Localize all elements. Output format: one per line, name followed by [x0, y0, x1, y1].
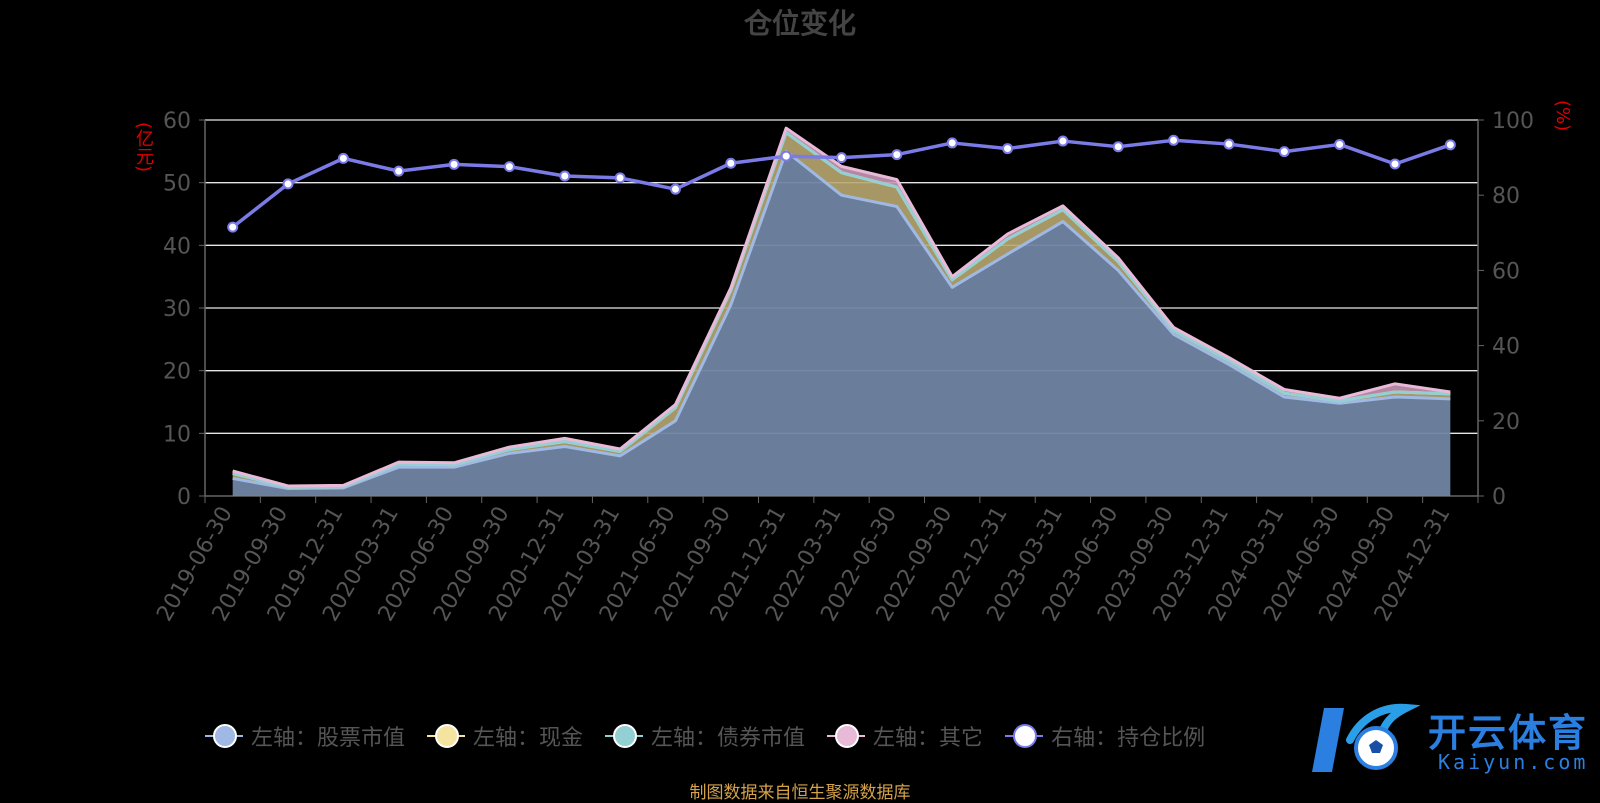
legend-item-cash[interactable]: 左轴：现金: [427, 720, 583, 752]
position-ratio-point: [503, 161, 515, 173]
position-ratio-point: [1444, 139, 1456, 151]
area-1: [232, 151, 1451, 497]
legend-dot-cash: [435, 724, 460, 748]
watermark-text: 开云体育: [1428, 711, 1589, 755]
position-ratio-point: [393, 165, 405, 177]
left-axis-tick-label: 30: [163, 297, 191, 322]
watermark: 开云体育 Kaiyun.com: [1310, 698, 1590, 782]
position-ratio-point: [1223, 138, 1235, 150]
right-axis-tick-label: 80: [1492, 184, 1520, 209]
legend-label-bond: 左轴：债券市值: [651, 726, 806, 751]
area-line-3: [232, 131, 1451, 489]
left-axis-tick-label: 0: [177, 485, 191, 510]
legend-item-bond[interactable]: 左轴：债券市值: [605, 720, 805, 752]
legend-marker-other: [827, 724, 866, 748]
left-axis-tick-label: 50: [163, 172, 191, 197]
area-line-4: [232, 126, 1451, 488]
position-ratio-point: [780, 150, 792, 162]
legend-label-other: 左轴：其它: [873, 726, 984, 751]
position-ratio-point: [669, 183, 681, 195]
legend-marker-position-ratio: [1005, 724, 1044, 748]
legend-item-position-ratio[interactable]: 右轴：持仓比例: [1005, 720, 1205, 752]
legend-dot-bond: [613, 724, 638, 748]
right-axis-unit-label: (%): [1552, 100, 1573, 132]
legend-label-cash: 左轴：现金: [473, 726, 584, 751]
legend-dot-position-ratio: [1013, 724, 1038, 748]
legend-marker-stock: [205, 724, 243, 748]
position-ratio-point: [836, 152, 847, 164]
position-ratio-point: [1389, 158, 1401, 170]
legend-item-stock[interactable]: 左轴：股票市值: [205, 720, 405, 752]
legend-dot-other: [835, 724, 860, 748]
position-ratio-point: [1112, 141, 1124, 153]
position-ratio-point: [725, 157, 737, 169]
position-ratio-point: [614, 172, 626, 184]
right-axis-tick-label: 100: [1492, 109, 1534, 134]
left-axis-unit-label: (亿元): [133, 122, 154, 173]
position-ratio-point: [1278, 146, 1290, 158]
position-ratio-point: [946, 137, 958, 149]
position-ratio-point: [1057, 135, 1069, 147]
position-ratio-point: [891, 149, 903, 161]
position-ratio-point: [448, 158, 460, 170]
position-ratio-point: [282, 178, 294, 190]
left-axis-tick-label: 40: [163, 234, 191, 259]
legend-marker-cash: [427, 724, 466, 748]
chart-legend: 左轴：股票市值 左轴：现金 左轴：债券市值 左轴：其它 右轴：持仓比例: [205, 718, 1227, 754]
right-axis-tick-label: 60: [1492, 259, 1520, 284]
legend-marker-bond: [605, 724, 644, 748]
right-axis-tick-label: 20: [1492, 410, 1520, 435]
left-axis-tick-label: 10: [163, 422, 191, 447]
position-ratio-point: [559, 170, 571, 182]
position-ratio-point: [1168, 134, 1180, 146]
legend-item-other[interactable]: 左轴：其它: [827, 720, 983, 752]
position-ratio-point: [1002, 143, 1014, 155]
position-ratio-point: [337, 152, 349, 164]
legend-label-position-ratio: 右轴：持仓比例: [1051, 726, 1206, 751]
watermark-subtext: Kaiyun.com: [1438, 750, 1589, 774]
source-note: 制图数据来自恒生聚源数据库: [689, 783, 911, 803]
chart-title: 仓位变化: [743, 7, 856, 40]
kaiyun-logo-icon: [1312, 703, 1421, 772]
area-line-1: [232, 149, 1451, 490]
right-axis-tick-label: 0: [1492, 485, 1506, 510]
legend-dot-stock: [213, 724, 237, 748]
legend-label-stock: 左轴：股票市值: [251, 726, 406, 751]
left-axis-tick-label: 60: [163, 109, 191, 134]
right-axis-tick-label: 40: [1492, 335, 1520, 360]
position-ratio-point: [227, 221, 239, 233]
left-axis-tick-label: 20: [163, 360, 191, 385]
position-ratio-point: [1334, 138, 1346, 150]
